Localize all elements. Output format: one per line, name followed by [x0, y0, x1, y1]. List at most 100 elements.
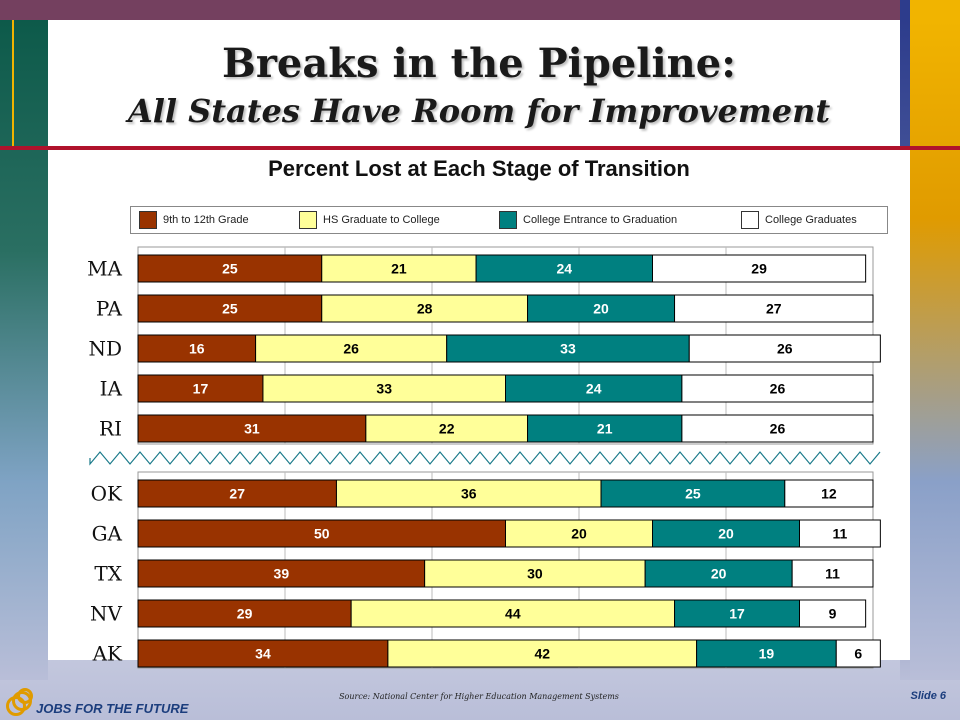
bar-segment	[424, 559, 646, 588]
legend-item-grade9to12: 9th to 12th Grade	[139, 211, 249, 229]
data-label: 9	[829, 606, 837, 622]
legend-swatch	[499, 211, 517, 229]
data-label: 26	[770, 421, 786, 437]
legend-item-hs-to-college: HS Graduate to College	[299, 211, 440, 229]
bar-segment	[137, 599, 352, 628]
data-label: 16	[189, 341, 205, 357]
data-label: 20	[718, 526, 734, 542]
bar-segment	[799, 599, 867, 628]
data-label: 33	[560, 341, 576, 357]
slide-subtitle: All States Have Room for Improvement	[127, 92, 831, 130]
slide-title: Breaks in the Pipeline:	[222, 40, 736, 87]
data-label: 29	[751, 261, 767, 277]
bar-segment	[835, 639, 881, 668]
state-label: ND	[88, 337, 122, 361]
bar-segment	[137, 639, 389, 668]
bar-segment	[475, 254, 653, 283]
state-label: GA	[92, 522, 123, 546]
source-note: Source: National Center for Higher Educa…	[339, 692, 619, 701]
bar-segment	[681, 374, 874, 403]
data-label: 25	[222, 261, 238, 277]
data-label: 27	[229, 486, 245, 502]
data-label: 27	[766, 301, 782, 317]
data-label: 21	[391, 261, 407, 277]
top-gold-block	[900, 0, 960, 20]
axis-break-line	[89, 451, 881, 466]
legend-label: HS Graduate to College	[323, 214, 440, 226]
bar-segment	[255, 334, 448, 363]
left-gold-line	[12, 20, 14, 150]
data-label: 17	[729, 606, 745, 622]
data-label: 22	[439, 421, 455, 437]
bar-segment	[350, 599, 676, 628]
bar-segment	[527, 414, 683, 443]
bar-segment	[321, 294, 529, 323]
legend-item-college-to-grad: College Entrance to Graduation	[499, 211, 677, 229]
logo-text: JOBS FOR THE FUTURE	[36, 701, 189, 716]
data-label: 26	[343, 341, 359, 357]
data-label: 21	[597, 421, 613, 437]
chart-legend: 9th to 12th Grade HS Graduate to College…	[130, 206, 888, 234]
data-label: 34	[255, 646, 271, 662]
data-label: 26	[770, 381, 786, 397]
bar-segment	[335, 479, 602, 508]
data-label: 31	[244, 421, 260, 437]
state-label: MA	[87, 257, 122, 281]
top-accent-band	[0, 0, 960, 20]
data-label: 30	[527, 566, 543, 582]
state-label: PA	[96, 297, 123, 321]
bar-segment	[652, 519, 800, 548]
data-label: 19	[759, 646, 775, 662]
title-divider	[0, 146, 960, 150]
bar-segment	[137, 294, 323, 323]
data-label: 33	[376, 381, 392, 397]
bar-segment	[321, 254, 477, 283]
bar-segment	[600, 479, 786, 508]
legend-swatch	[139, 211, 157, 229]
data-label: 24	[586, 381, 602, 397]
state-label: OK	[91, 482, 123, 506]
data-label: 26	[777, 341, 793, 357]
legend-label: 9th to 12th Grade	[163, 214, 249, 226]
data-label: 25	[222, 301, 238, 317]
data-label: 28	[417, 301, 433, 317]
data-label: 29	[237, 606, 253, 622]
bar-segment	[791, 559, 874, 588]
bar-segment	[505, 374, 683, 403]
bar-segment	[652, 254, 867, 283]
left-accent-band	[0, 20, 48, 680]
data-label: 50	[314, 526, 330, 542]
data-label: 36	[461, 486, 477, 502]
data-label: 42	[534, 646, 550, 662]
bar-segment	[137, 559, 426, 588]
bar-segment	[365, 414, 529, 443]
data-label: 39	[274, 566, 290, 582]
jff-logo: JOBS FOR THE FUTURE	[4, 682, 188, 716]
data-label: 17	[193, 381, 209, 397]
state-label: RI	[99, 417, 122, 441]
bar-segment	[688, 334, 881, 363]
bar-segment	[262, 374, 507, 403]
legend-swatch	[299, 211, 317, 229]
data-label: 11	[825, 566, 840, 582]
bar-segment	[784, 479, 874, 508]
state-label: IA	[100, 377, 123, 401]
state-label: NV	[90, 602, 123, 626]
data-label: 12	[821, 486, 837, 502]
logo-rings-icon	[4, 688, 33, 716]
data-label: 20	[711, 566, 727, 582]
legend-label: College Entrance to Graduation	[523, 214, 678, 226]
data-label: 44	[505, 606, 521, 622]
bar-segment	[674, 294, 874, 323]
legend-swatch	[741, 211, 759, 229]
bar-segment	[446, 334, 690, 363]
bar-segment	[137, 519, 506, 548]
data-label: 20	[571, 526, 587, 542]
bar-segment	[387, 639, 698, 668]
data-label: 20	[593, 301, 609, 317]
legend-label: College Graduates	[765, 214, 857, 226]
bar-segment	[696, 639, 837, 668]
state-label: TX	[94, 562, 122, 586]
bar-segment	[799, 519, 881, 548]
